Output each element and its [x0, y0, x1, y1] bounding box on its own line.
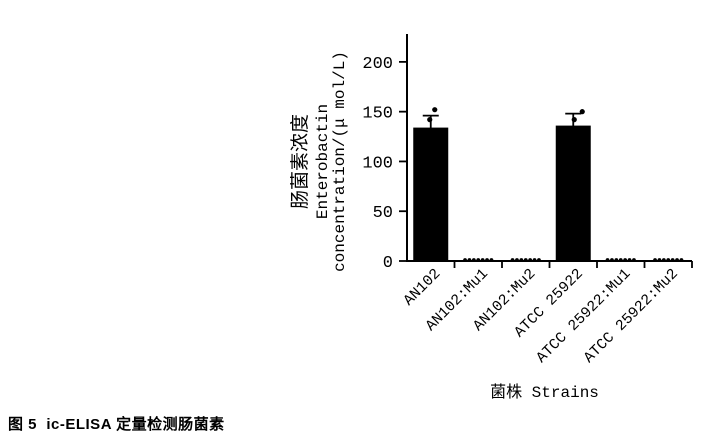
y-axis-title: 肠菌素浓度 Enterobactin concentration/(μ mol/L)	[289, 51, 349, 272]
y-tick-label: 0	[383, 254, 393, 273]
x-axis-title: 菌株 Strains	[490, 383, 599, 402]
scatter-points-group	[427, 107, 585, 123]
axes-lines	[406, 34, 692, 262]
figure-caption: 图 5 ic-ELISA 定量检测肠菌素	[8, 416, 225, 433]
data-point	[579, 109, 585, 115]
y-tick-label: 100	[362, 154, 393, 173]
y-axis-group: 0 50 100 150 200	[362, 55, 407, 273]
y-tick-label: 150	[362, 105, 393, 124]
data-point	[427, 117, 433, 123]
data-point	[571, 117, 577, 123]
y-axis-title-line: 肠菌素浓度	[289, 114, 312, 209]
data-point	[432, 107, 438, 113]
x-tick-label-AN102: AN102	[400, 266, 444, 310]
x-ticks-group	[453, 261, 693, 268]
y-tick-label: 50	[373, 204, 393, 223]
bar-ATCC 25922	[555, 125, 591, 261]
y-tick-label: 200	[362, 55, 393, 74]
y-axis-title-line: concentration/(μ mol/L)	[331, 51, 349, 272]
bars-group	[413, 125, 591, 261]
bar-AN102	[413, 127, 449, 261]
x-tick-label-ATCC 25922:Mu2: ATCC 25922:Mu2	[581, 266, 682, 367]
y-axis-title-line: Enterobactin	[314, 104, 332, 219]
